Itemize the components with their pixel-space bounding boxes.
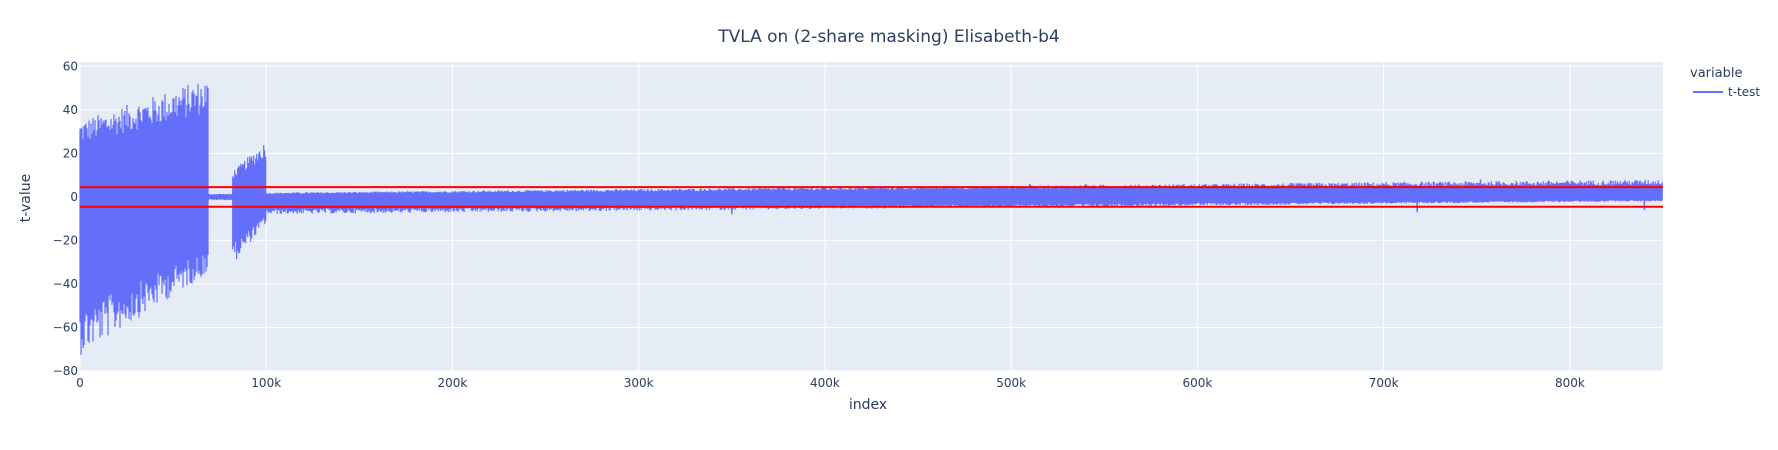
x-axis-title: index [849, 397, 887, 413]
y-tick-label: −60 [53, 320, 78, 334]
x-tick-label: 700k [1369, 376, 1399, 390]
y-tick-label: 0 [70, 190, 78, 204]
x-tick-label: 800k [1555, 376, 1585, 390]
y-tick-label: 20 [63, 146, 78, 160]
y-axis-title: t-value [18, 174, 34, 222]
y-tick-label: 60 [63, 59, 78, 73]
threshold-lines [80, 186, 1663, 208]
x-axis-ticks: 0 100k 200k 300k 400k 500k 600k 700k 800k [76, 376, 1585, 390]
legend[interactable]: variable t-test [1690, 66, 1760, 99]
y-tick-label: 40 [63, 103, 78, 117]
x-tick-label: 500k [996, 376, 1026, 390]
y-tick-label: −40 [53, 277, 78, 291]
x-tick-label: 200k [438, 376, 468, 390]
plot-area [80, 62, 1663, 371]
x-tick-label: 100k [251, 376, 281, 390]
chart-title: TVLA on (2-share masking) Elisabeth-b4 [717, 27, 1060, 47]
legend-title: variable [1690, 66, 1742, 81]
x-tick-label: 0 [76, 376, 84, 390]
x-tick-label: 600k [1182, 376, 1212, 390]
x-tick-label: 400k [810, 376, 840, 390]
x-tick-label: 300k [624, 376, 654, 390]
legend-label-t-test[interactable]: t-test [1728, 85, 1760, 99]
y-tick-label: −20 [53, 233, 78, 247]
t-test-trace [79, 83, 1663, 355]
t-test-series-line [79, 83, 1663, 355]
y-tick-label: −80 [53, 364, 78, 378]
y-axis-ticks: −80 −60 −40 −20 0 20 40 60 [53, 59, 78, 378]
